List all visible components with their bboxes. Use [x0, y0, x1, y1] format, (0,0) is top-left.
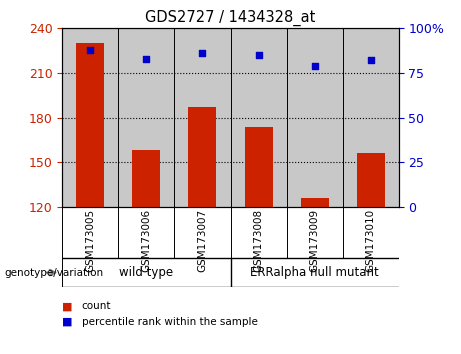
- Point: [367, 58, 374, 63]
- Text: wild type: wild type: [119, 266, 173, 279]
- Point: [255, 52, 262, 58]
- Bar: [118, 28, 174, 207]
- Text: count: count: [82, 301, 111, 311]
- Bar: [244, 127, 272, 207]
- Text: GSM173005: GSM173005: [85, 209, 95, 272]
- Bar: [301, 198, 329, 207]
- Bar: [343, 28, 399, 207]
- Bar: [230, 28, 287, 207]
- Bar: [132, 150, 160, 207]
- Bar: [76, 43, 104, 207]
- Bar: [174, 28, 230, 207]
- Text: GSM173008: GSM173008: [254, 209, 264, 272]
- Text: percentile rank within the sample: percentile rank within the sample: [82, 317, 258, 327]
- Point: [199, 51, 206, 56]
- Text: genotype/variation: genotype/variation: [5, 268, 104, 278]
- Bar: [189, 107, 217, 207]
- Text: GSM173009: GSM173009: [310, 209, 319, 272]
- Bar: [62, 28, 118, 207]
- Text: GSM173010: GSM173010: [366, 209, 376, 272]
- Text: ■: ■: [62, 317, 73, 327]
- Title: GDS2727 / 1434328_at: GDS2727 / 1434328_at: [145, 9, 316, 25]
- Text: ERRalpha null mutant: ERRalpha null mutant: [250, 266, 379, 279]
- Point: [311, 63, 318, 69]
- Text: GSM173007: GSM173007: [197, 209, 207, 272]
- Text: GSM173006: GSM173006: [142, 209, 151, 272]
- Point: [142, 56, 150, 62]
- Bar: [287, 28, 343, 207]
- Point: [87, 47, 94, 53]
- Bar: [357, 154, 385, 207]
- Text: ■: ■: [62, 301, 73, 311]
